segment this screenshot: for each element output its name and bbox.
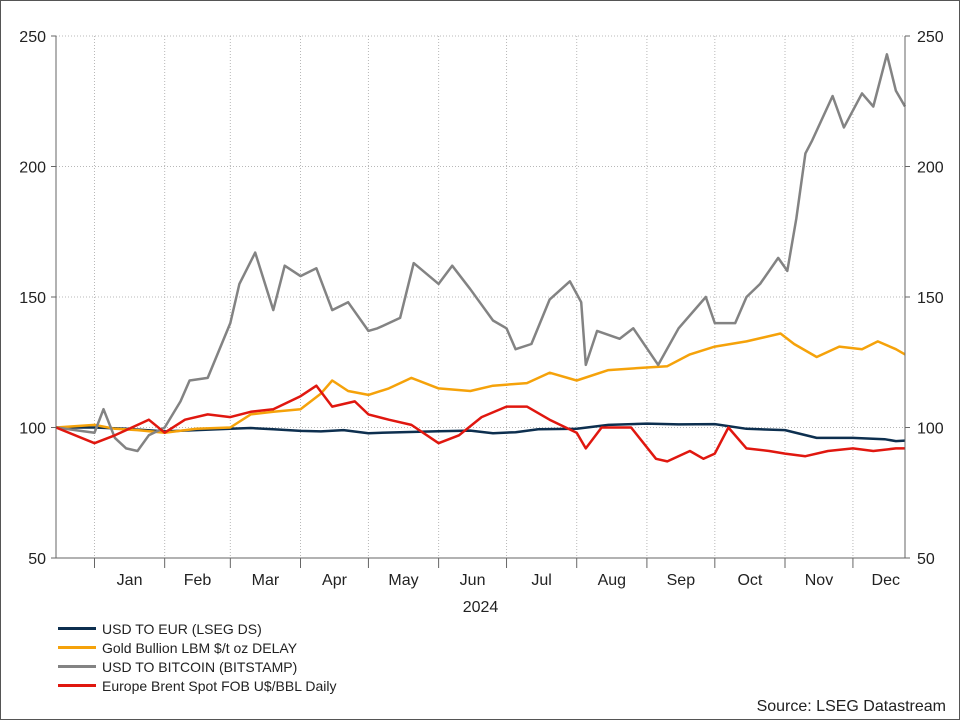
x-tick-label: May [388, 572, 418, 589]
y-tick-label-right: 100 [917, 421, 944, 438]
y-tick-label-left: 250 [19, 29, 46, 46]
legend-item: Gold Bullion LBM $/t oz DELAY [58, 638, 336, 657]
source-note: Source: LSEG Datastream [756, 698, 946, 715]
x-tick-label: Nov [805, 572, 833, 589]
legend-swatch [58, 627, 96, 630]
legend-label: USD TO BITCOIN (BITSTAMP) [102, 658, 298, 675]
x-tick-label: Sep [667, 572, 696, 589]
legend-label: Europe Brent Spot FOB U$/BBL Daily [102, 677, 337, 694]
legend-swatch [58, 684, 96, 687]
legend-item: USD TO EUR (LSEG DS) [58, 619, 336, 638]
y-tick-label-left: 100 [19, 421, 46, 438]
legend-swatch [58, 646, 96, 649]
x-tick-label: Jun [460, 572, 486, 589]
y-tick-label-right: 150 [917, 290, 944, 307]
series-line [55, 332, 906, 434]
y-tick-label-right: 50 [917, 551, 935, 568]
legend-swatch [58, 665, 96, 668]
x-tick-label: Aug [598, 572, 626, 589]
x-tick-label: Feb [184, 572, 212, 589]
x-tick-label: Jul [531, 572, 551, 589]
y-tick-label-left: 150 [19, 290, 46, 307]
legend: USD TO EUR (LSEG DS) Gold Bullion LBM $/… [58, 619, 336, 695]
x-tick-label: Mar [252, 572, 280, 589]
y-tick-label-left: 200 [19, 160, 46, 177]
legend-label: Gold Bullion LBM $/t oz DELAY [102, 639, 298, 656]
x-tick-label: Oct [737, 572, 762, 589]
legend-item: USD TO BITCOIN (BITSTAMP) [58, 657, 336, 676]
legend-label: USD TO EUR (LSEG DS) [102, 620, 262, 637]
series-line [56, 422, 906, 443]
x-tick-label: Jan [117, 572, 143, 589]
series-line [55, 53, 907, 453]
x-tick-label: Dec [872, 572, 900, 589]
y-tick-label-right: 200 [917, 160, 944, 177]
legend-item: Europe Brent Spot FOB U$/BBL Daily [58, 676, 336, 695]
y-tick-label-right: 250 [917, 29, 944, 46]
plot-area [56, 36, 905, 558]
series-line [55, 384, 905, 463]
x-year-label: 2024 [463, 599, 499, 616]
x-tick-label: Apr [322, 572, 348, 589]
y-tick-label-left: 50 [28, 551, 46, 568]
